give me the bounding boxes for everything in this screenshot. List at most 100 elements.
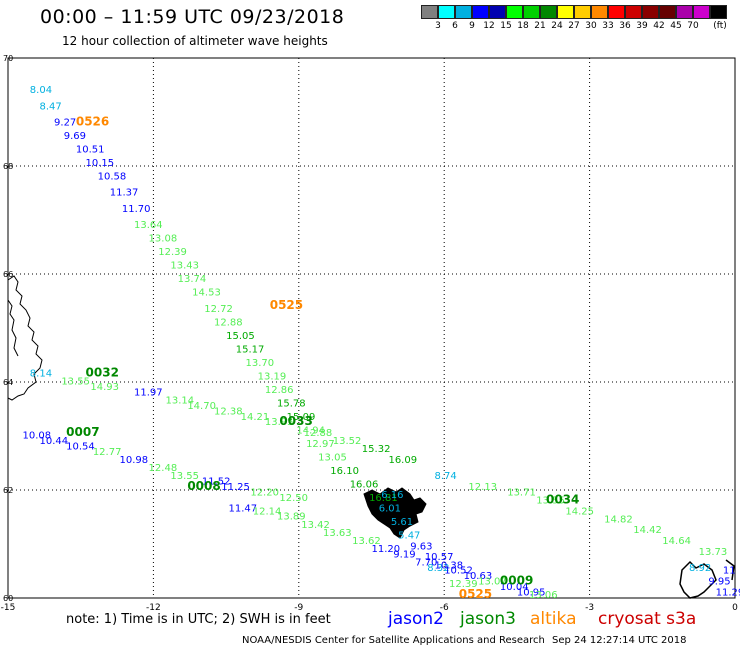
lon-tick-label: -15 (1, 603, 16, 612)
wave-height-value: 7.70 (415, 558, 437, 569)
wave-height-value: 12.88 (214, 317, 243, 328)
wave-height-value: 14.70 (187, 401, 216, 412)
wave-height-value: 8.32 (427, 563, 449, 574)
lat-tick-label: 60 (3, 594, 13, 603)
wave-height-value: 9.19 (393, 550, 415, 561)
lat-tick-label: 70 (3, 54, 13, 63)
lat-tick-label: 66 (3, 270, 13, 279)
colorbar-label: 70 (687, 21, 699, 31)
wave-height-value: 12.39 (158, 247, 187, 258)
wave-height-value: 11 (723, 566, 736, 577)
wave-height-value: 10.95 (517, 587, 546, 598)
wave-height-value: 15.09 (287, 412, 316, 423)
colorbar-swatch (574, 5, 591, 19)
wave-height-value: 13.05 (318, 452, 347, 463)
colorbar-swatch (421, 5, 438, 19)
lat-tick-label: 68 (3, 162, 13, 171)
wave-height-value: 12.86 (265, 385, 294, 396)
wave-height-value: 13.55 (170, 471, 199, 482)
colorbar-label: 36 (619, 21, 631, 31)
wave-height-value: 5.61 (391, 517, 413, 528)
colorbar-label: 42 (653, 21, 665, 31)
colorbar (421, 5, 727, 19)
wave-height-value: 13.07 (478, 577, 507, 588)
colorbar-swatch (625, 5, 642, 19)
legend-jason3: jason3 (460, 609, 516, 629)
pass-time-label: 0526 (76, 115, 109, 129)
colorbar-labels: 3 6 9 12 15 18 21 24 27 30 33 36 39 42 45 70 (ft) (421, 21, 740, 33)
page-subtitle: 12 hour collection of altimeter wave hei… (62, 34, 328, 48)
wave-height-value: 12.50 (279, 493, 308, 504)
wave-height-value: 13.73 (699, 547, 728, 558)
wave-height-value: 11.70 (122, 204, 151, 215)
lon-tick-label: -6 (440, 603, 449, 612)
wave-height-value: 13.08 (149, 234, 178, 245)
colorbar-label: 21 (534, 21, 546, 31)
wave-height-value: 10.58 (98, 172, 127, 183)
wave-height-value: 13.06 (529, 590, 558, 601)
wave-height-value: 14.21 (241, 412, 270, 423)
wave-height-value: 10.08 (23, 431, 52, 442)
wave-height-value: 12.72 (204, 304, 233, 315)
wave-height-value: 15.32 (362, 444, 391, 455)
colorbar-swatch (710, 5, 727, 19)
wave-height-value: 13.71 (507, 487, 536, 498)
wave-height-value: 16.81 (369, 493, 398, 504)
wave-height-value: 13.55 (61, 377, 90, 388)
wave-height-value: 11.52 (202, 477, 231, 488)
wave-height-value: 10.04 (500, 582, 529, 593)
wave-height-tracks: 8.04 8.47 9.27 9.69 10.51 10.15 10.58 11.37 11.7… (23, 85, 740, 601)
footnote: note: 1) Time is in UTC; 2) SWH is in fe… (66, 612, 331, 627)
wave-height-value: 5.47 (398, 531, 420, 542)
lon-tick-label: -12 (146, 603, 161, 612)
wave-height-value: 14.82 (604, 514, 633, 525)
colorbar-swatch (659, 5, 676, 19)
wave-height-value: 14.53 (192, 288, 221, 299)
wave-height-value: 13.52 (333, 436, 362, 447)
wave-height-value: 13.19 (258, 371, 287, 382)
issued-timestamp: Sep 24 12:27:14 UTC 2018 (552, 635, 687, 646)
altimeter-map: 8.04 8.47 9.27 9.69 10.51 10.15 10.58 11.37 11.7… (1, 54, 740, 612)
legend-jason2: jason2 (388, 609, 444, 629)
wave-height-value: 13.74 (178, 274, 207, 285)
wave-height-value: 10.63 (464, 571, 493, 582)
wave-height-value: 10.51 (76, 145, 105, 156)
wave-height-value: 13.64 (134, 220, 163, 231)
pass-time-label: 0033 (279, 414, 312, 428)
lat-tick-label: 62 (3, 486, 13, 495)
wave-height-value: 14.64 (662, 536, 691, 547)
colorbar-label: 18 (517, 21, 529, 31)
wave-height-value: 13.42 (301, 520, 330, 531)
wave-height-value: 13.43 (170, 261, 199, 272)
colorbar-swatch (540, 5, 557, 19)
wave-height-value: 11.97 (134, 388, 163, 399)
map-frame (7, 57, 736, 599)
wave-height-value: 9.95 (708, 577, 730, 588)
wave-height-value: 15.05 (226, 331, 255, 342)
colorbar-label: 39 (636, 21, 648, 31)
colorbar-swatch (489, 5, 506, 19)
wave-height-value: 10.15 (86, 158, 115, 169)
legend-altika: altika (530, 609, 577, 629)
page-title: 00:00 – 11:59 UTC 09/23/2018 (40, 6, 345, 28)
wave-height-value: 16.10 (330, 466, 359, 477)
wave-height-value: 6.01 (379, 504, 401, 515)
pass-time-label: 0009 (500, 574, 533, 588)
wave-height-value: 13.14 (166, 396, 195, 407)
wave-height-value: 14.25 (565, 506, 594, 517)
pass-time-label: 0525 (270, 298, 303, 312)
wave-height-value: 12.13 (468, 482, 497, 493)
credit-line: NOAA/NESDIS Center for Satellite Applica… (242, 635, 545, 646)
colorbar-label: 12 (483, 21, 495, 31)
wave-height-value: 8.92 (689, 563, 711, 574)
wave-height-value: 9.27 (54, 118, 76, 129)
wave-height-value: 10.38 (435, 560, 464, 571)
colorbar-label: 6 (452, 21, 458, 31)
wave-height-value: 14.94 (296, 425, 325, 436)
wave-height-value: 12.77 (93, 447, 122, 458)
colorbar-swatch (438, 5, 455, 19)
wave-height-value: 8.74 (435, 471, 457, 482)
faroe-islands (363, 487, 427, 539)
shetland-islands (679, 559, 735, 599)
wave-height-value: 16.06 (350, 479, 379, 490)
